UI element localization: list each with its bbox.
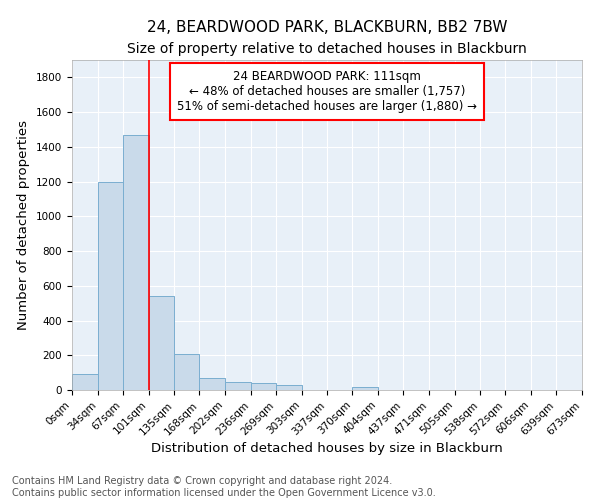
Text: Size of property relative to detached houses in Blackburn: Size of property relative to detached ho… bbox=[127, 42, 527, 56]
Bar bbox=[352, 386, 378, 390]
Bar bbox=[149, 296, 175, 390]
Bar bbox=[72, 374, 98, 390]
Bar bbox=[175, 354, 199, 390]
Y-axis label: Number of detached properties: Number of detached properties bbox=[17, 120, 31, 330]
Bar bbox=[123, 134, 149, 390]
Bar bbox=[199, 378, 225, 390]
X-axis label: Distribution of detached houses by size in Blackburn: Distribution of detached houses by size … bbox=[151, 442, 503, 455]
Bar bbox=[225, 382, 251, 390]
Bar bbox=[98, 182, 123, 390]
Bar bbox=[276, 386, 302, 390]
Text: Contains HM Land Registry data © Crown copyright and database right 2024.
Contai: Contains HM Land Registry data © Crown c… bbox=[12, 476, 436, 498]
Text: 24, BEARDWOOD PARK, BLACKBURN, BB2 7BW: 24, BEARDWOOD PARK, BLACKBURN, BB2 7BW bbox=[147, 20, 507, 35]
Text: 24 BEARDWOOD PARK: 111sqm
← 48% of detached houses are smaller (1,757)
51% of se: 24 BEARDWOOD PARK: 111sqm ← 48% of detac… bbox=[177, 70, 477, 113]
Bar bbox=[251, 384, 276, 390]
